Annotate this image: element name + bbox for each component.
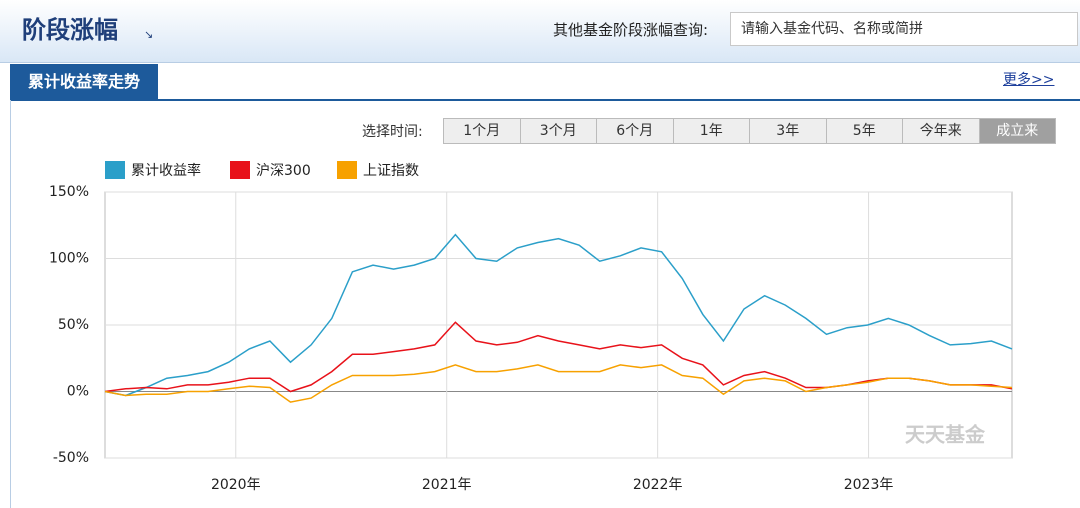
query-input[interactable]: 请输入基金代码、名称或简拼	[730, 12, 1078, 46]
time-button[interactable]: 成立来	[978, 118, 1056, 144]
tab-line	[10, 99, 1080, 101]
legend-swatch	[230, 161, 250, 179]
series-line	[104, 233, 1013, 397]
y-tick-label: 100%	[49, 251, 89, 267]
query-label: 其他基金阶段涨幅查询:	[553, 21, 709, 39]
more-link[interactable]: 更多>>	[1003, 72, 1055, 88]
legend-swatch	[337, 161, 357, 179]
series-line	[104, 321, 1013, 393]
x-tick-label: 2021年	[422, 477, 472, 493]
legend-label: 累计收益率	[131, 162, 201, 179]
x-tick-label: 2020年	[211, 477, 261, 493]
time-button[interactable]: 1年	[672, 118, 750, 144]
legend-swatch	[105, 161, 125, 179]
legend-label: 沪深300	[256, 163, 311, 179]
title-icon: ↘	[144, 28, 154, 41]
legend-label: 上证指数	[363, 163, 419, 179]
time-button[interactable]: 今年来	[902, 118, 980, 144]
time-button[interactable]: 6个月	[596, 118, 674, 144]
frame-line	[10, 100, 11, 508]
time-button[interactable]: 3年	[749, 118, 827, 144]
time-button[interactable]: 3个月	[519, 118, 597, 144]
y-tick-label: -50%	[53, 450, 89, 466]
tab[interactable]: 累计收益率走势	[10, 64, 158, 100]
series-line	[104, 364, 1013, 403]
time-button[interactable]: 1个月	[443, 118, 521, 144]
x-tick-label: 2022年	[633, 477, 683, 493]
time-label: 选择时间:	[362, 124, 423, 140]
y-tick-label: 0%	[67, 384, 89, 400]
y-tick-label: 50%	[58, 317, 89, 333]
watermark: 天天基金	[905, 423, 986, 447]
x-tick-label: 2023年	[844, 477, 894, 493]
page-title: 阶段涨幅	[22, 16, 118, 44]
time-button[interactable]: 5年	[825, 118, 903, 144]
y-tick-label: 150%	[49, 184, 89, 200]
